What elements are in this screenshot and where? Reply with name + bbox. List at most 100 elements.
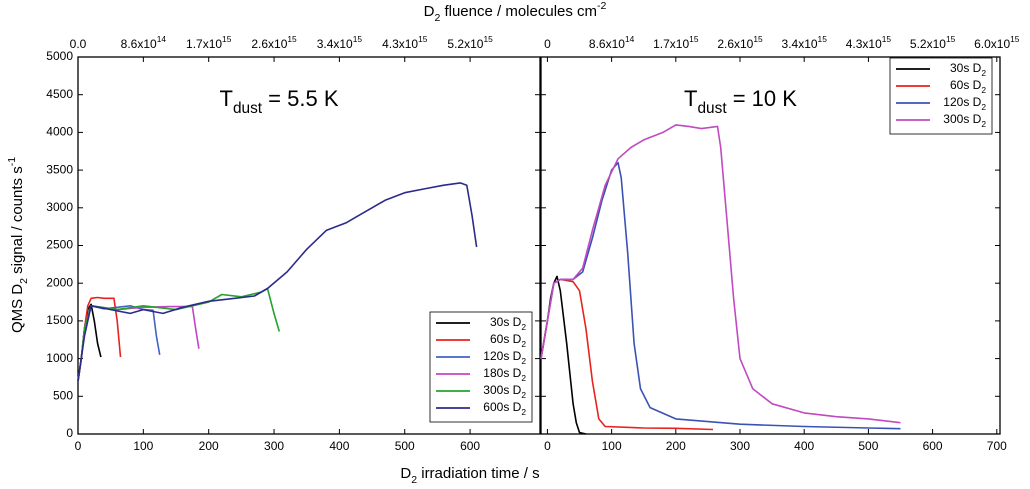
annotation-part: T — [684, 86, 697, 111]
x-axis-title: D2 irradiation time / s — [400, 465, 539, 486]
x2-tick-label-exp: 15 — [418, 34, 428, 44]
x2-tick-label-base: 3.4x10 — [782, 37, 818, 51]
legend-label-part: 2 — [521, 356, 526, 366]
x2-tick-label-exp: 15 — [818, 34, 828, 44]
legend-label: 600s D2 — [483, 400, 526, 417]
y-axis-title-part: -1 — [6, 157, 18, 166]
x-tick-label: 400 — [329, 439, 349, 453]
x-tick-label: 0 — [544, 439, 551, 453]
annotation: Tdust = 10 K — [684, 86, 797, 117]
x2-tick-label: 0 — [544, 37, 551, 51]
x2-tick-label-exp: 15 — [882, 34, 892, 44]
x2-tick-label: 3.4x1015 — [317, 34, 363, 51]
annotation: Tdust = 5.5 K — [220, 86, 339, 117]
x-tick-label: 600 — [460, 439, 480, 453]
x2-axis-title-part: fluence / molecules cm — [440, 3, 597, 20]
y-axis-title-part: signal / counts s — [9, 166, 26, 278]
x2-tick-label-base: 0.0 — [70, 37, 87, 51]
annotation-part: = 5.5 K — [262, 86, 339, 111]
x2-tick-label-exp: 15 — [483, 34, 493, 44]
legend-label-part: 2 — [521, 390, 526, 400]
legend-label-part: 2 — [521, 373, 526, 383]
x2-tick-label-exp: 15 — [689, 34, 699, 44]
data-line — [540, 275, 587, 435]
x2-tick-label: 4.3x1015 — [846, 34, 892, 51]
x2-tick-label: 6.0x1015 — [974, 34, 1020, 51]
legend-label-part: 2 — [521, 407, 526, 417]
x2-tick-label-exp: 14 — [157, 34, 167, 44]
x2-tick-label: 8.6x1014 — [121, 34, 167, 51]
data-line — [77, 305, 200, 382]
x2-tick-label-exp: 15 — [946, 34, 956, 44]
x2-tick-label-exp: 15 — [287, 34, 297, 44]
legend-label-part: 600s D — [483, 400, 521, 414]
y-axis-title-part: 2 — [18, 278, 30, 284]
data-line — [540, 278, 714, 431]
data-line — [540, 161, 901, 430]
legend-label-part: 2 — [981, 102, 986, 112]
annotation-part: dust — [698, 100, 728, 117]
data-line — [77, 287, 281, 382]
y-tick-label: 2000 — [46, 275, 73, 289]
y-tick-label: 0 — [66, 426, 73, 440]
y-tick-label: 500 — [53, 388, 73, 402]
data-line — [540, 124, 901, 424]
x-tick-label: 200 — [199, 439, 219, 453]
x2-tick-label-base: 5.2x10 — [910, 37, 946, 51]
x2-tick-label-base: 4.3x10 — [382, 37, 418, 51]
annotation-part: T — [220, 86, 233, 111]
legend-label: 180s D2 — [483, 366, 526, 383]
x2-tick-label: 2.6x1015 — [717, 34, 763, 51]
y-tick-label: 5000 — [46, 49, 73, 63]
legend-label-part: 2 — [981, 119, 986, 129]
legend-label-part: 60s D — [950, 78, 982, 92]
x-tick-label: 300 — [730, 439, 750, 453]
x2-tick-label-base: 2.6x10 — [717, 37, 753, 51]
x-axis-title-part: irradiation time / s — [417, 465, 540, 482]
y-tick-label: 3000 — [46, 200, 73, 214]
y-tick-label: 1500 — [46, 313, 73, 327]
legend-label-part: 2 — [981, 85, 986, 95]
legend-label-part: 2 — [521, 322, 526, 332]
y-tick-label: 1000 — [46, 351, 73, 365]
legend-label-part: 60s D — [490, 332, 522, 346]
x2-tick-label-base: 8.6x10 — [121, 37, 157, 51]
x2-tick-label: 3.4x1015 — [782, 34, 828, 51]
x-tick-label: 700 — [987, 439, 1007, 453]
x-tick-label: 200 — [666, 439, 686, 453]
legend-box — [429, 311, 533, 423]
legend-label-part: 2 — [981, 68, 986, 78]
legend-label-part: 30s D — [490, 315, 522, 329]
x2-tick-label-base: 5.2x10 — [447, 37, 483, 51]
x2-axis-title: D2 fluence / molecules cm-2 — [424, 0, 607, 24]
x-tick-label: 500 — [858, 439, 878, 453]
x-tick-label: 0 — [75, 439, 82, 453]
x2-tick-label: 4.3x1015 — [382, 34, 428, 51]
legend-label-part: 120s D — [943, 95, 981, 109]
y-tick-label: 4000 — [46, 125, 73, 139]
legend-box — [889, 57, 993, 135]
legend-label-part: 300s D — [943, 112, 981, 126]
x2-axis-title-part: -2 — [597, 0, 606, 12]
legend-label: 120s D2 — [943, 95, 986, 112]
x2-tick-label: 0.0 — [70, 37, 87, 51]
x2-axis-title-part: D — [424, 3, 435, 20]
x2-tick-label-base: 1.7x10 — [653, 37, 689, 51]
x2-tick-label-exp: 14 — [625, 34, 635, 44]
x-tick-label: 100 — [602, 439, 622, 453]
legend-label-part: 180s D — [483, 366, 521, 380]
data-line — [77, 182, 478, 382]
legend-label: 30s D2 — [950, 61, 986, 78]
annotation-part: dust — [233, 100, 263, 117]
y-axis-title-part: QMS D — [9, 284, 26, 333]
x2-tick-label: 5.2x1015 — [910, 34, 956, 51]
x2-tick-label-base: 4.3x10 — [846, 37, 882, 51]
x2-tick-label-exp: 15 — [353, 34, 363, 44]
annotation-part: = 10 K — [727, 86, 798, 111]
x2-tick-label: 5.2x1015 — [447, 34, 493, 51]
x2-tick-label-base: 8.6x10 — [589, 37, 625, 51]
legend-label-part: 120s D — [483, 349, 521, 363]
x-axis-title-part: D — [400, 465, 411, 482]
legend-label: 60s D2 — [490, 332, 526, 349]
